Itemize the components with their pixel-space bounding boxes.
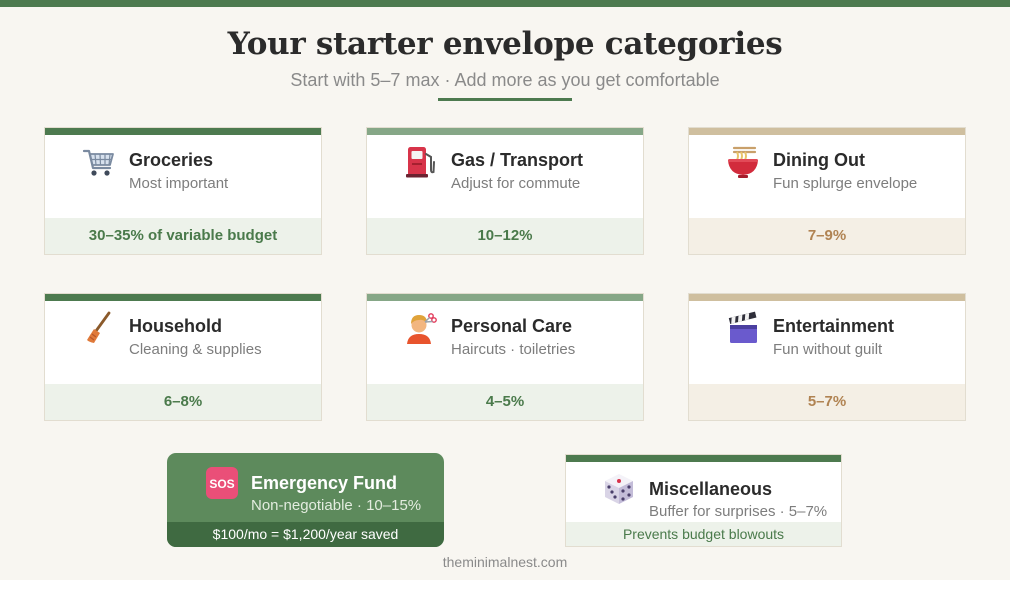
category-name: Groceries xyxy=(129,150,214,170)
category-description: Fun splurge envelope xyxy=(773,175,918,192)
category-name: Emergency Fund xyxy=(251,473,398,493)
page-title: Your starter envelope categories xyxy=(227,26,783,62)
category-card-household: Household Cleaning & supplies 6–8% xyxy=(44,293,322,421)
card-stripe xyxy=(367,128,643,135)
category-description: Most important xyxy=(129,175,229,192)
card-stripe xyxy=(566,455,841,462)
category-card-entertainment: Entertainment Fun without guilt 5–7% xyxy=(688,293,966,421)
shopping-cart-icon xyxy=(81,144,117,180)
category-percentage: 7–9% xyxy=(689,218,965,254)
category-name: Gas / Transport xyxy=(451,150,584,170)
category-percentage: 5–7% xyxy=(689,384,965,420)
category-name: Entertainment xyxy=(773,316,895,336)
category-card-emergency-fund: SOS Emergency Fund Non-negotiable · 10–1… xyxy=(167,453,444,547)
category-card-personal-care: Personal Care Haircuts · toiletries 4–5% xyxy=(366,293,644,421)
sos-icon-label: SOS xyxy=(209,477,234,491)
category-percentage: 4–5% xyxy=(367,384,643,420)
broom-icon xyxy=(81,310,117,346)
page-subtitle: Start with 5–7 max · Add more as you get… xyxy=(290,70,720,90)
noodle-bowl-icon xyxy=(725,144,761,180)
top-accent-bar xyxy=(0,0,1010,7)
category-name: Household xyxy=(129,316,222,336)
infographic: Your starter envelope categories Start w… xyxy=(0,0,1010,580)
title-divider xyxy=(438,98,572,101)
category-card-miscellaneous: Miscellaneous Buffer for surprises · 5–7… xyxy=(565,454,842,547)
misc-note: Prevents budget blowouts xyxy=(566,522,841,546)
fuel-pump-icon xyxy=(403,144,439,180)
clapperboard-icon xyxy=(725,310,761,346)
category-card-dining-out: Dining Out Fun splurge envelope 7–9% xyxy=(688,127,966,255)
category-description: Adjust for commute xyxy=(451,175,581,192)
card-stripe xyxy=(689,294,965,301)
card-stripe xyxy=(45,294,321,301)
category-name: Dining Out xyxy=(773,150,865,170)
category-description: Non-negotiable · 10–15% xyxy=(251,497,422,514)
dice-icon xyxy=(602,472,636,506)
category-description: Fun without guilt xyxy=(773,341,883,358)
haircut-icon xyxy=(403,310,439,346)
category-card-groceries: Groceries Most important 30–35% of varia… xyxy=(44,127,322,255)
card-stripe xyxy=(45,128,321,135)
category-percentage: 10–12% xyxy=(367,218,643,254)
category-percentage: 30–35% of variable budget xyxy=(45,218,321,254)
sos-icon: SOS xyxy=(205,466,239,500)
category-card-gas-transport: Gas / Transport Adjust for commute 10–12… xyxy=(366,127,644,255)
category-name: Miscellaneous xyxy=(649,479,773,499)
category-percentage: 6–8% xyxy=(45,384,321,420)
card-stripe xyxy=(689,128,965,135)
category-description: Cleaning & supplies xyxy=(129,341,262,358)
category-description: Buffer for surprises · 5–7% xyxy=(649,503,828,520)
footer-site: theminimalnest.com xyxy=(442,554,568,570)
category-description: Haircuts · toiletries xyxy=(451,341,576,358)
category-name: Personal Care xyxy=(451,316,573,336)
card-stripe xyxy=(367,294,643,301)
savings-note: $100/mo = $1,200/year saved xyxy=(167,522,444,547)
